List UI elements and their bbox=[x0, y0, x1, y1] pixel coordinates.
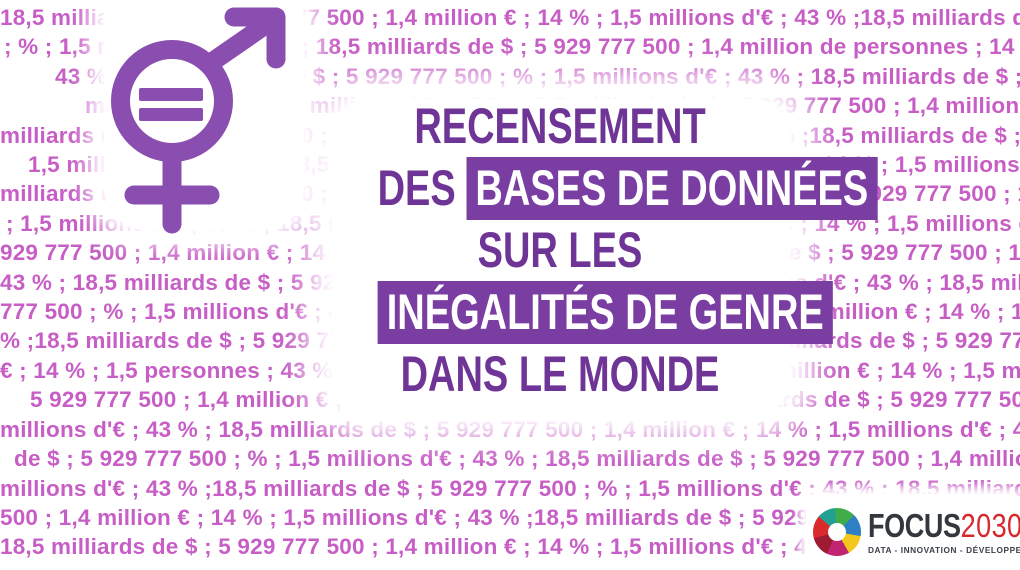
title-line-2-prefix: DES bbox=[377, 160, 456, 216]
focus2030-logo: FOCUS2030 DATA - INNOVATION - DÉVELOPPEM… bbox=[806, 494, 1020, 570]
title-line-2: DES BASES DE DONNÉES bbox=[377, 156, 878, 220]
aperture-pinwheel-icon bbox=[813, 508, 861, 556]
logo-word-focus: FOCUS bbox=[868, 507, 961, 544]
logo-tagline: DATA - INNOVATION - DÉVELOPPEMENT bbox=[868, 545, 1020, 555]
title-line-4: INÉGALITÉS DE GENRE bbox=[377, 280, 833, 344]
gender-equality-icon bbox=[111, 7, 286, 234]
title-line-2-highlight: BASES DE DONNÉES bbox=[466, 157, 878, 220]
title-white-backdrop bbox=[332, 99, 790, 415]
logo-word-2030: 2030 bbox=[960, 507, 1020, 544]
title-line-4-highlight: INÉGALITÉS DE GENRE bbox=[377, 281, 833, 344]
logo-wordmark: FOCUS2030 bbox=[868, 509, 1020, 542]
logo-text: FOCUS2030 DATA - INNOVATION - DÉVELOPPEM… bbox=[868, 509, 1020, 555]
background-pattern-row: millions d'€ ; 43 % ; 18,5 milliards de … bbox=[0, 416, 1020, 442]
page-title: RECENSEMENT DES BASES DE DONNÉES SUR LES… bbox=[320, 96, 878, 404]
logo-tagline-row: DATA - INNOVATION - DÉVELOPPEMENT bbox=[868, 545, 1020, 555]
title-line-5: DANS LE MONDE bbox=[400, 346, 720, 402]
title-line-3: SUR LES bbox=[477, 222, 643, 278]
equals-sign-icon bbox=[139, 88, 203, 121]
title-line-1: RECENSEMENT bbox=[414, 98, 706, 154]
background-pattern-row: de $ ; 5 929 777 500 ; % ; 1,5 millions … bbox=[14, 446, 1020, 472]
